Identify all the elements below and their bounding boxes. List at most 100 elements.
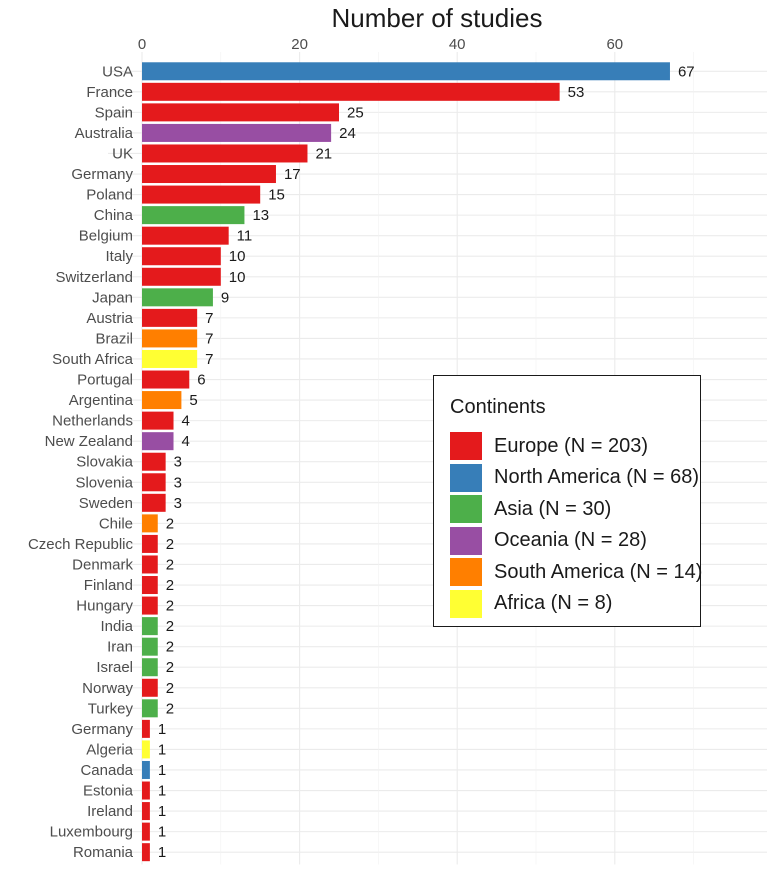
category-label: Turkey <box>88 700 134 717</box>
category-label: Sweden <box>79 495 133 512</box>
bars-group <box>142 62 670 862</box>
data-label: 3 <box>174 454 182 471</box>
bar <box>142 719 150 738</box>
bar <box>142 123 332 142</box>
legend-swatch <box>450 589 482 618</box>
category-label: Slovenia <box>75 474 133 491</box>
category-label: Canada <box>80 762 133 779</box>
data-label: 67 <box>678 63 695 80</box>
data-label: 3 <box>174 474 182 491</box>
x-tick-label: 40 <box>449 36 466 53</box>
data-label: 24 <box>339 125 356 142</box>
category-label: Italy <box>105 248 133 265</box>
category-label: Germany <box>71 721 133 738</box>
data-label: 13 <box>252 207 269 224</box>
category-label: Switzerland <box>55 269 133 286</box>
bar <box>142 699 158 718</box>
data-label: 4 <box>182 413 190 430</box>
category-label: Slovakia <box>76 454 133 471</box>
bar <box>142 514 158 533</box>
data-label: 1 <box>158 741 166 758</box>
bar <box>142 555 158 574</box>
legend-label: North America (N = 68) <box>494 466 700 488</box>
bar <box>142 144 308 163</box>
bar <box>142 637 158 656</box>
category-label: Japan <box>92 289 133 306</box>
category-label: Finland <box>84 577 133 594</box>
data-label: 2 <box>166 639 174 656</box>
category-label: Portugal <box>77 372 133 389</box>
bar <box>142 391 182 410</box>
legend-swatch <box>450 558 482 586</box>
bar <box>142 165 276 184</box>
legend-title: Continents <box>450 396 546 418</box>
legend-swatch <box>450 526 482 555</box>
bar <box>142 288 213 307</box>
legend-label: Asia (N = 30) <box>494 497 612 520</box>
category-label: Austria <box>86 310 133 327</box>
bar <box>142 802 150 821</box>
category-label: Luxembourg <box>50 824 133 841</box>
bar <box>142 411 174 430</box>
category-label: Israel <box>96 659 133 676</box>
x-tick-label: 60 <box>606 36 623 53</box>
bar <box>142 493 166 512</box>
legend-item: Africa (N = 8) <box>450 589 613 618</box>
bar <box>142 617 158 636</box>
category-label: Australia <box>75 125 134 142</box>
data-label: 2 <box>166 556 174 573</box>
bar <box>142 308 198 327</box>
data-label: 7 <box>205 351 213 368</box>
legend-item: South America (N = 14) <box>450 558 702 586</box>
category-label: Spain <box>95 104 133 121</box>
category-label: Netherlands <box>52 413 133 430</box>
data-label: 10 <box>229 248 246 265</box>
data-label: 5 <box>189 392 197 409</box>
category-label: Argentina <box>69 392 134 409</box>
category-label: Czech Republic <box>28 536 134 553</box>
data-label: 7 <box>205 310 213 327</box>
data-label: 2 <box>166 618 174 635</box>
bar <box>142 740 150 759</box>
legend-label: South America (N = 14) <box>494 560 703 583</box>
data-label: 2 <box>166 536 174 553</box>
category-label: USA <box>102 63 133 80</box>
bar <box>142 206 245 225</box>
legend-item: Asia (N = 30) <box>450 495 611 523</box>
data-label: 2 <box>166 659 174 676</box>
legend-label: Africa (N = 8) <box>494 592 613 614</box>
bar <box>142 432 174 451</box>
data-label: 2 <box>166 680 174 697</box>
legend-label: Oceania (N = 28) <box>494 529 647 551</box>
category-label: Poland <box>86 187 133 204</box>
legend-label: Europe (N = 203) <box>494 434 648 457</box>
category-label: Estonia <box>83 783 134 800</box>
category-label: New Zealand <box>45 433 133 450</box>
category-label: Denmark <box>72 556 133 573</box>
data-label: 21 <box>315 145 332 162</box>
category-label: Ireland <box>87 803 133 820</box>
legend: Continents Europe (N = 203) North America… <box>433 375 702 627</box>
bar <box>142 226 229 245</box>
category-label: Iran <box>107 639 133 656</box>
data-label: 2 <box>166 598 174 615</box>
bar <box>142 62 670 81</box>
bar <box>142 370 190 389</box>
category-label: Norway <box>82 680 133 697</box>
data-label: 4 <box>182 433 190 450</box>
bar <box>142 82 560 101</box>
category-label: Germany <box>71 166 133 183</box>
data-label: 1 <box>158 824 166 841</box>
bar <box>142 452 166 471</box>
category-label: Chile <box>99 515 133 532</box>
bar <box>142 247 221 266</box>
data-label: 1 <box>158 762 166 779</box>
legend-item: Europe (N = 203) <box>450 432 648 460</box>
category-label: Hungary <box>76 598 133 615</box>
data-label: 53 <box>568 84 585 101</box>
legend-item: Oceania (N = 28) <box>450 526 647 555</box>
category-label: China <box>94 207 134 224</box>
bar <box>142 781 150 800</box>
category-label: India <box>100 618 133 635</box>
